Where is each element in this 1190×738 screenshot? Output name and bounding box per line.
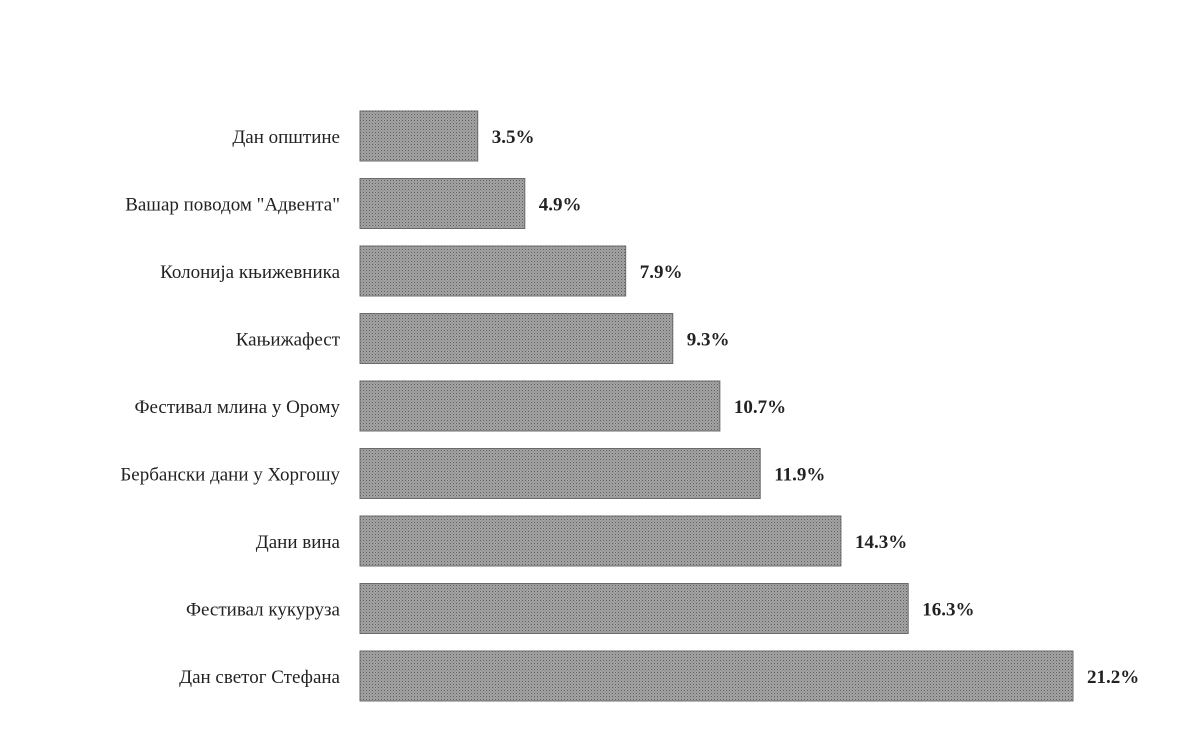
value-label-7: 14.3% xyxy=(855,532,907,553)
bar-1 xyxy=(359,110,479,162)
value-label-4: 9.3% xyxy=(687,330,730,351)
bar-3 xyxy=(359,245,627,297)
bar-8 xyxy=(359,583,909,634)
category-label-9: Дан светог Стефана xyxy=(179,667,340,688)
bar-7 xyxy=(359,515,842,567)
category-label-2: Вашар поводом "Адвента" xyxy=(125,195,340,216)
bar-9 xyxy=(359,650,1074,702)
bar-6 xyxy=(359,448,761,499)
category-label-3: Колонија књижевника xyxy=(160,262,340,283)
category-label-7: Дани вина xyxy=(256,532,341,553)
bar-2 xyxy=(359,178,526,229)
value-label-3: 7.9% xyxy=(640,262,683,283)
value-label-2: 4.9% xyxy=(539,195,582,216)
category-label-6: Бербански дани у Хоргошу xyxy=(120,465,340,486)
value-label-1: 3.5% xyxy=(492,127,535,148)
bars-layer xyxy=(359,110,1074,702)
value-label-5: 10.7% xyxy=(734,397,786,418)
bar-5 xyxy=(359,380,721,432)
value-label-8: 16.3% xyxy=(922,600,974,621)
category-label-1: Дан општине xyxy=(232,127,340,148)
bar-4 xyxy=(359,313,674,364)
category-label-5: Фестивал млина у Орому xyxy=(134,397,340,418)
category-labels: Дан општине Вашар поводом "Адвента" Колони… xyxy=(120,127,340,688)
value-labels: 3.5% 4.9% 7.9% 9.3% 10.7% 11.9% 14.3% 16.3% 21.2… xyxy=(492,127,1140,688)
value-label-9: 21.2% xyxy=(1087,667,1139,688)
category-label-8: Фестивал кукуруза xyxy=(186,600,341,621)
value-label-6: 11.9% xyxy=(774,465,825,486)
category-label-4: Кањижафест xyxy=(236,330,341,351)
